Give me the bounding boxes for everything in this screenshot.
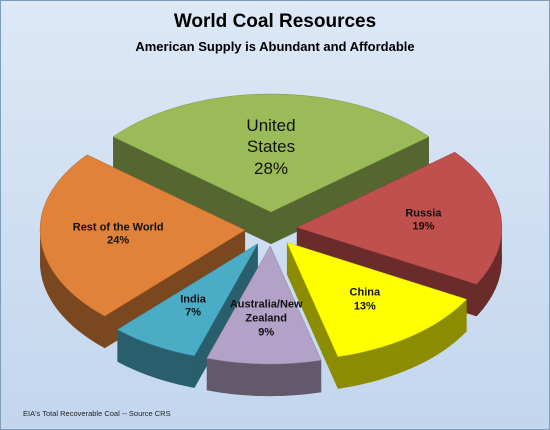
value-label: 9% (258, 325, 275, 338)
category-label: United States (246, 116, 296, 157)
slice (39, 154, 246, 317)
slice-wall (117, 329, 195, 388)
slice-wall (476, 227, 502, 317)
value-label: 24% (107, 234, 130, 247)
category-label: Australia/New Zealand (229, 298, 303, 325)
slice-label: Australia/New Zealand 9% (220, 298, 312, 339)
slice-label: United States 28% (225, 115, 317, 179)
slice (206, 245, 322, 365)
category-label: China (349, 286, 381, 299)
value-label: 7% (185, 306, 202, 319)
slice (286, 242, 468, 358)
chart-title: World Coal Resources (173, 11, 377, 32)
slice-label: Russia 19% (377, 207, 469, 235)
slice-label: Rest of the World 24% (58, 221, 178, 249)
slice-label: China 13% (319, 286, 411, 314)
slice-wall (206, 358, 322, 396)
slice (116, 242, 259, 357)
value-label: 13% (353, 300, 376, 313)
value-label: 28% (253, 158, 289, 178)
category-label: Russia (405, 206, 442, 219)
value-label: 19% (412, 220, 435, 233)
chart-subtitle: American Supply is Abundant and Affordab… (135, 39, 415, 54)
slice (296, 151, 503, 285)
slice-side (286, 242, 338, 389)
slice-side (271, 136, 429, 244)
slice-label: India 7% (147, 293, 239, 321)
footnote: EIA's Total Recoverable Coal -- Source C… (23, 409, 171, 418)
slice-wall (337, 299, 467, 389)
category-label: Rest of the World (72, 220, 164, 233)
category-label: India (180, 292, 206, 305)
slice-wall (40, 230, 105, 349)
slice (112, 93, 430, 213)
slice-side (113, 136, 271, 244)
